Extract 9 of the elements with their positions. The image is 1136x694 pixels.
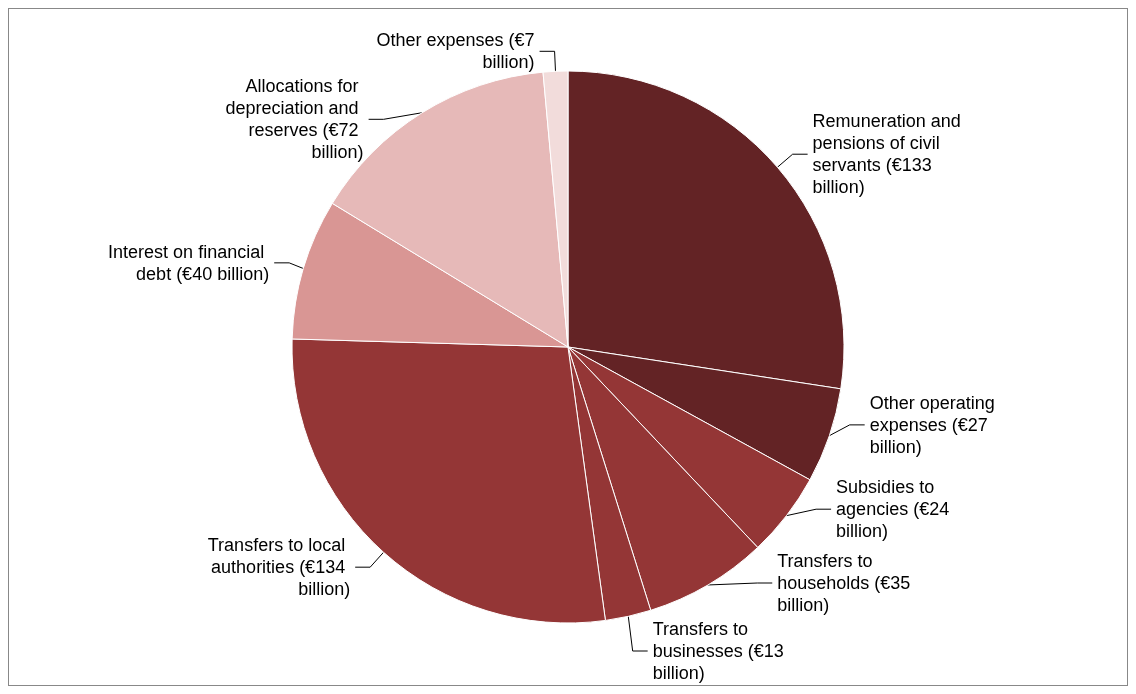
slice-label: Subsidies to agencies (€24 billion) xyxy=(836,477,955,542)
slice-label: Transfers to households (€35 billion) xyxy=(777,551,916,615)
slice-label: Other operating expenses (€27 billion) xyxy=(869,392,1000,457)
slice-label: Allocations for depreciation and reserves (€72 billion) xyxy=(225,76,364,163)
slice-label: Other expenses (€7 billion) xyxy=(376,30,535,73)
slice-label: Transfers to local authorities (€134 billion) xyxy=(207,535,351,600)
slice-label: Transfers to businesses (€13 billion) xyxy=(652,619,789,683)
slice-label: Remuneration and pensions of civil servants (€133 billion) xyxy=(812,111,966,198)
slice-label: Interest on financial debt (€40 billion) xyxy=(108,241,270,284)
